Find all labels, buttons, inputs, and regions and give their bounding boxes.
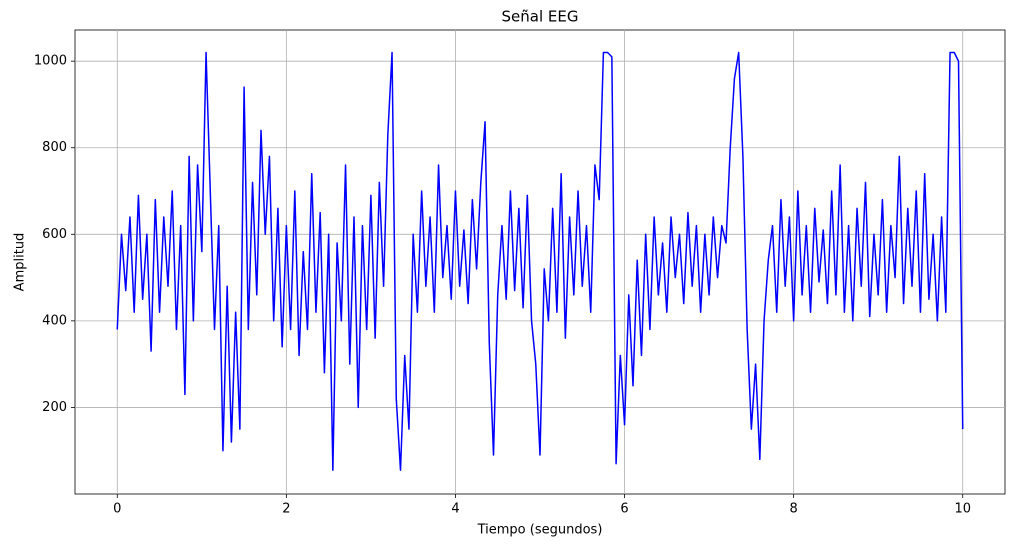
y-axis-label: Amplitud: [13, 233, 28, 292]
y-tick-label: 1000: [34, 54, 67, 69]
x-axis-label: Tiempo (segundos): [477, 523, 603, 538]
y-tick-label: 800: [42, 140, 67, 155]
y-tick-label: 600: [42, 227, 67, 242]
y-tick-label: 200: [42, 400, 67, 415]
signal-line: [116, 51, 964, 471]
y-tick-label: 400: [42, 313, 67, 328]
x-tick-label: 8: [789, 502, 797, 517]
x-tick-label: 2: [282, 502, 290, 517]
x-tick-label: 4: [451, 502, 459, 517]
x-tick-label: 6: [620, 502, 628, 517]
x-tick-label: 0: [113, 502, 121, 517]
chart-title: Señal EEG: [502, 8, 579, 26]
x-tick-label: 10: [954, 502, 971, 517]
